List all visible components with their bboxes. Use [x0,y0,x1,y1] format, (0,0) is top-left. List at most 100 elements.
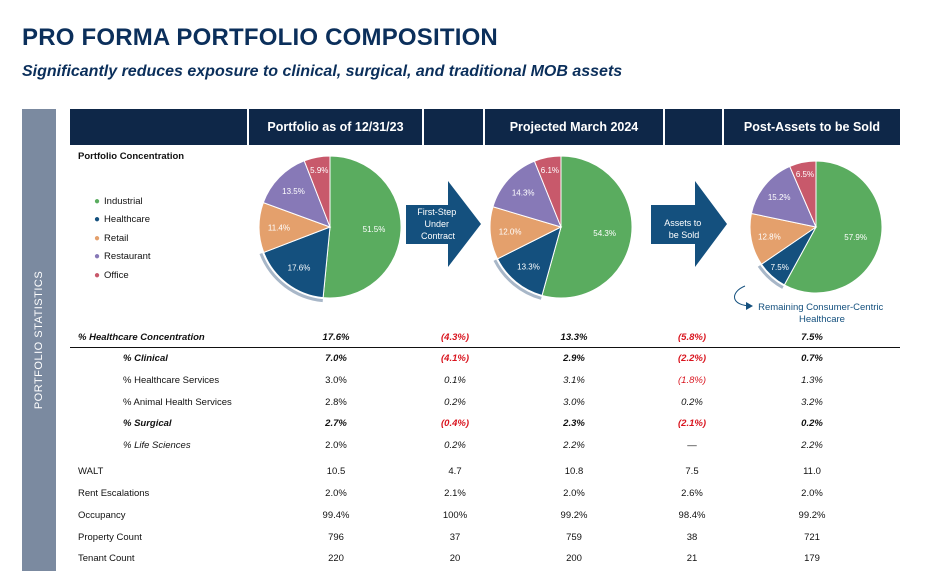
annotation-line-1: Remaining Consumer-Centric [758,302,883,313]
row-label: % Life Sciences [123,440,191,451]
row-value-col-1: 20 [449,553,461,564]
row-value-col-4: 2.2% [801,440,823,451]
arrow-first-step-line-1: First-Step [417,207,456,217]
row-value-col-4: 7.5% [801,332,823,343]
row-value-col-2: 2.0% [563,488,585,499]
row-value-col-1: 2.1% [444,488,466,499]
page-subtitle: Significantly reduces exposure to clinic… [22,63,623,80]
pie-1-label-office: 6.1% [541,166,559,175]
pie-1-slice-healthcare [496,226,562,297]
row-value-col-0: 99.4% [322,510,350,521]
row-label: Rent Escalations [78,488,150,499]
row-value-col-2: 2.2% [563,440,585,451]
pie-1-slice-restaurant [492,160,562,228]
row-label: Occupancy [78,510,126,521]
row-value-col-1: (0.4%) [441,418,469,429]
row-value-col-4: 179 [804,553,820,564]
arrow-assets-line-1: Assets to [664,218,701,228]
legend-item-retail: ● Retail [94,229,151,248]
pie-2-label-industrial: 57.9% [844,233,867,242]
legend-label-healthcare: Healthcare [104,214,150,226]
pie-1-slice-office [533,155,562,228]
row-value-col-4: 2.0% [801,488,823,499]
table-row-pct-healthcare-services: % Healthcare Services 3.0% 0.1% 3.1% (1.8%) 1… [70,370,900,391]
row-value-col-0: 10.5 [326,466,346,477]
pie-1-slice-industrial [541,155,633,299]
pie-2-slice-office [789,160,817,228]
legend-dot-retail: ● [94,232,101,244]
arrow-first-step-line-3: Contract [421,231,456,241]
arrow-assets-sold: Assets to be Sold [651,181,727,267]
row-value-col-2: 3.0% [563,397,585,408]
row-value-col-1: 37 [449,532,461,543]
arrow-first-step: First-Step Under Contract [406,181,481,267]
header-gap-cell-1 [424,109,483,145]
pie-1-healthcare-highlight [493,259,542,300]
pie-2-slice-restaurant [750,165,817,228]
row-value-col-2: 10.8 [564,466,584,477]
pie-1-label-restaurant: 14.3% [512,189,535,198]
row-label: % Healthcare Concentration [78,332,205,343]
row-value-col-0: 2.0% [325,488,347,499]
table-row-occupancy: Occupancy 99.4% 100% 99.2% 98.4% 99.2% [70,505,900,526]
table-row-pct-animal-health-services: % Animal Health Services 2.8% 0.2% 3.0% 0.2%… [70,392,900,413]
pie-0-slice-industrial [322,155,402,299]
row-value-col-4: 3.2% [801,397,823,408]
row-value-col-1: 0.2% [444,397,466,408]
row-value-col-2: 200 [566,553,582,564]
legend-item-restaurant: ● Restaurant [94,248,151,267]
row-value-col-3: — [687,440,697,451]
legend-dot-healthcare: ● [94,214,101,226]
table-row-pct-healthcare-concentration: % Healthcare Concentration 17.6% (4.3%) 13.… [70,327,900,348]
row-value-col-1: 0.1% [444,375,466,386]
row-value-col-2: 3.1% [563,375,585,386]
svg-text:First-Step Under C: First-Step Under Contract [417,207,459,241]
legend-label-industrial: Industrial [104,195,143,207]
header-projected: Projected March 2024 [509,120,639,134]
annotation-arrow [734,285,753,310]
pie-chart-projected: 54.3% 13.3% 12.0% 14.3% 6.1% [489,155,633,300]
pie-2-label-restaurant: 15.2% [768,193,791,202]
table-separator-line [70,347,900,348]
legend-dot-restaurant: ● [94,251,101,263]
row-value-col-3: (2.1%) [678,418,706,429]
legend-label-restaurant: Restaurant [104,251,151,263]
legend-item-industrial: ● Industrial [94,192,151,211]
side-bar [22,109,56,571]
row-value-col-1: (4.3%) [441,332,469,343]
annotation-line-2: Healthcare [799,314,845,325]
legend-item-healthcare: ● Healthcare [94,211,151,230]
header-post-sale: Post-Assets to be Sold [743,120,881,134]
row-value-col-3: 98.4% [678,510,706,521]
header-cell-current-bg [249,109,422,145]
pie-0-label-healthcare: 17.6% [288,264,311,273]
row-value-col-2: 2.3% [563,418,585,429]
pie-0-label-restaurant: 13.5% [282,187,305,196]
pie-0-slice-restaurant [262,160,331,228]
legend-label-office: Office [104,269,129,281]
row-label: Property Count [78,532,142,543]
row-value-col-3: 2.6% [681,488,703,499]
row-value-col-3: (5.8%) [678,332,706,343]
legend-label-retail: Retail [104,232,129,244]
pie-0-label-retail: 11.4% [268,223,290,232]
header-cell-projected-bg [485,109,663,145]
row-value-col-0: 796 [328,532,344,543]
row-value-col-4: 721 [804,532,820,543]
row-value-col-3: 7.5 [685,466,699,477]
page-title: PRO FORMA PORTFOLIO COMPOSITION [22,24,498,51]
legend-item-office: ● Office [94,266,151,285]
pie-2-label-healthcare: 7.5% [771,263,789,272]
legend-dot-office: ● [94,269,101,281]
header-blank-cell [70,109,247,145]
pie-2-label-office: 6.5% [796,170,814,179]
pie-1-label-retail: 12.0% [499,228,522,237]
row-value-col-3: 0.2% [681,397,703,408]
row-label: % Animal Health Services [123,397,232,408]
row-value-col-0: 2.0% [325,440,347,451]
header-current: Portfolio as of 12/31/23 [267,120,404,134]
row-label: % Clinical [123,353,168,364]
row-value-col-0: 17.6% [322,332,350,343]
row-value-col-1: (4.1%) [441,353,469,364]
row-value-col-3: (1.8%) [678,375,706,386]
